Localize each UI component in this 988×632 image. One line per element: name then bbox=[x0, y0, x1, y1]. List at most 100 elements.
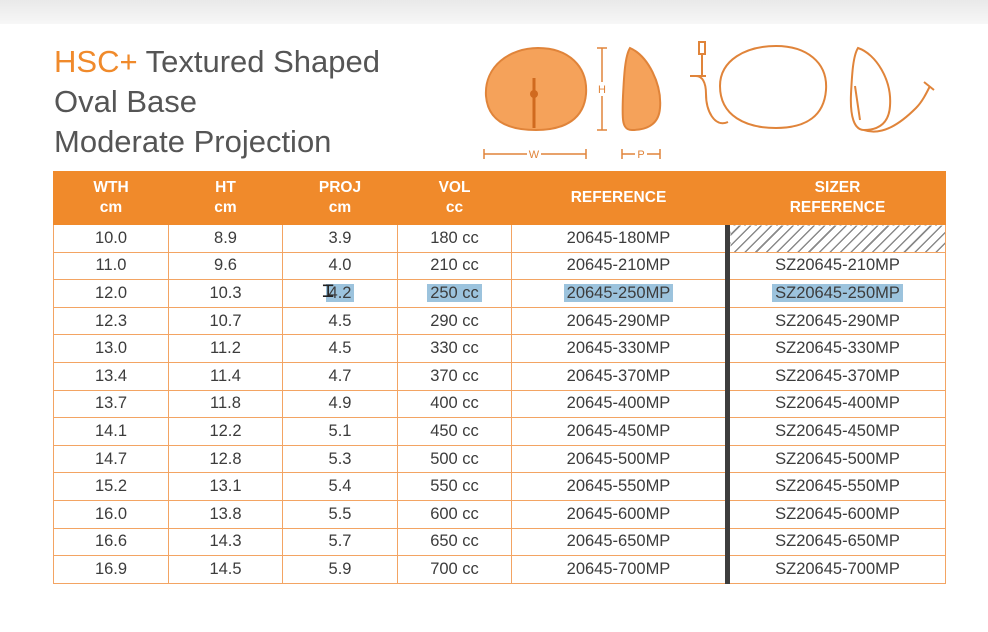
cell-projection[interactable]: 3.9 bbox=[282, 224, 398, 253]
cell-reference[interactable]: 20645-330MP bbox=[511, 334, 730, 363]
cell-projection-text: 4.0 bbox=[328, 256, 352, 275]
cell-reference-text: 20645-400MP bbox=[566, 394, 671, 413]
cell-reference[interactable]: 20645-290MP bbox=[511, 306, 730, 336]
cell-height[interactable]: 11.4 bbox=[168, 361, 283, 391]
table-row: 13.4 11.4 4.7 370 cc 20645-370MP SZ20645-370M… bbox=[53, 361, 946, 391]
cell-volume[interactable]: 500 cc bbox=[397, 444, 512, 474]
cell-sizer-reference[interactable]: SZ20645-290MP bbox=[727, 306, 946, 336]
cell-volume[interactable]: 370 cc bbox=[397, 361, 512, 391]
cell-reference[interactable]: 20645-250MP bbox=[511, 279, 730, 308]
table-row: 15.2 13.1 5.4 550 cc 20645-550MP SZ20645-550M… bbox=[53, 472, 946, 501]
cell-width-text: 16.0 bbox=[94, 504, 128, 523]
cell-sizer-reference[interactable]: SZ20645-450MP bbox=[727, 417, 946, 446]
cell-height[interactable]: 8.9 bbox=[168, 224, 283, 253]
cell-projection[interactable]: 5.3 bbox=[282, 444, 398, 474]
cell-height[interactable]: 12.2 bbox=[168, 417, 283, 446]
cell-width[interactable]: 16.6 bbox=[53, 527, 169, 557]
cell-volume[interactable]: 250 cc bbox=[397, 279, 512, 308]
cell-projection[interactable]: 4.7 bbox=[282, 361, 398, 391]
cell-projection[interactable]: 4.0 bbox=[282, 251, 398, 281]
cell-height[interactable]: 9.6 bbox=[168, 251, 283, 281]
cell-projection[interactable]: 5.1 bbox=[282, 417, 398, 446]
cell-height[interactable]: 13.8 bbox=[168, 499, 283, 529]
cell-height-text: 14.3 bbox=[209, 532, 242, 551]
cell-volume[interactable]: 700 cc bbox=[397, 555, 512, 584]
cell-projection[interactable]: 5.4 bbox=[282, 472, 398, 501]
cell-width-text: 12.0 bbox=[94, 283, 128, 302]
cell-volume[interactable]: 450 cc bbox=[397, 417, 512, 446]
cell-sizer-reference-text: SZ20645-330MP bbox=[775, 339, 900, 358]
cell-sizer-reference[interactable]: SZ20645-700MP bbox=[727, 555, 946, 584]
cell-width-text: 13.0 bbox=[94, 339, 128, 358]
cell-reference[interactable]: 20645-180MP bbox=[511, 224, 730, 253]
cell-reference[interactable]: 20645-450MP bbox=[511, 417, 730, 446]
cell-width[interactable]: 13.0 bbox=[53, 334, 169, 363]
implant-side-view-icon bbox=[621, 46, 662, 132]
cell-projection[interactable]: 4.5 bbox=[282, 334, 398, 363]
cell-sizer-reference[interactable]: SZ20645-500MP bbox=[727, 444, 946, 474]
cell-height-text: 13.8 bbox=[209, 504, 242, 523]
cell-sizer-reference[interactable]: SZ20645-400MP bbox=[727, 389, 946, 419]
cell-sizer-reference[interactable]: SZ20645-370MP bbox=[727, 361, 946, 391]
cell-sizer-reference[interactable] bbox=[727, 224, 946, 253]
cell-volume[interactable]: 180 cc bbox=[397, 224, 512, 253]
cell-reference[interactable]: 20645-400MP bbox=[511, 389, 730, 419]
cell-width[interactable]: 13.7 bbox=[53, 389, 169, 419]
cell-volume-text: 370 cc bbox=[430, 366, 479, 385]
cell-volume[interactable]: 400 cc bbox=[397, 389, 512, 419]
cell-width[interactable]: 14.7 bbox=[53, 444, 169, 474]
cell-height-text: 12.2 bbox=[209, 421, 242, 440]
cell-reference[interactable]: 20645-370MP bbox=[511, 361, 730, 391]
cell-volume-text: 550 cc bbox=[430, 477, 479, 496]
cell-width[interactable]: 16.9 bbox=[53, 555, 169, 584]
cell-sizer-reference[interactable]: SZ20645-330MP bbox=[727, 334, 946, 363]
cell-height[interactable]: 14.5 bbox=[168, 555, 283, 584]
cell-reference[interactable]: 20645-210MP bbox=[511, 251, 730, 281]
cell-projection[interactable]: 5.9 bbox=[282, 555, 398, 584]
cell-volume[interactable]: 290 cc bbox=[397, 306, 512, 336]
cell-sizer-reference[interactable]: SZ20645-210MP bbox=[727, 251, 946, 281]
cell-reference[interactable]: 20645-650MP bbox=[511, 527, 730, 557]
cell-projection[interactable]: 4.5 bbox=[282, 306, 398, 336]
cell-sizer-reference[interactable]: SZ20645-550MP bbox=[727, 472, 946, 501]
cell-projection[interactable]: 4.2 bbox=[282, 279, 398, 308]
cell-volume[interactable]: 210 cc bbox=[397, 251, 512, 281]
cell-height[interactable]: 11.8 bbox=[168, 389, 283, 419]
cell-sizer-reference[interactable]: SZ20645-600MP bbox=[727, 499, 946, 529]
cell-reference[interactable]: 20645-550MP bbox=[511, 472, 730, 501]
cell-width[interactable]: 14.1 bbox=[53, 417, 169, 446]
cell-reference[interactable]: 20645-500MP bbox=[511, 444, 730, 474]
cell-width[interactable]: 11.0 bbox=[53, 251, 169, 281]
cell-reference[interactable]: 20645-700MP bbox=[511, 555, 730, 584]
cell-width-text: 16.6 bbox=[94, 532, 128, 551]
cell-width[interactable]: 12.3 bbox=[53, 306, 169, 336]
cell-volume[interactable]: 330 cc bbox=[397, 334, 512, 363]
table-row: 13.0 11.2 4.5 330 cc 20645-330MP SZ20645-330M… bbox=[53, 334, 946, 363]
cell-reference[interactable]: 20645-600MP bbox=[511, 499, 730, 529]
cell-reference-text: 20645-290MP bbox=[566, 311, 671, 330]
cell-height[interactable]: 13.1 bbox=[168, 472, 283, 501]
cell-width[interactable]: 10.0 bbox=[53, 224, 169, 253]
cell-height[interactable]: 14.3 bbox=[168, 527, 283, 557]
cell-volume[interactable]: 600 cc bbox=[397, 499, 512, 529]
cell-projection[interactable]: 5.5 bbox=[282, 499, 398, 529]
cell-height[interactable]: 11.2 bbox=[168, 334, 283, 363]
cell-sizer-reference-text: SZ20645-500MP bbox=[775, 449, 900, 468]
cell-height[interactable]: 10.3 bbox=[168, 279, 283, 308]
cell-volume[interactable]: 650 cc bbox=[397, 527, 512, 557]
cell-width[interactable]: 12.0 bbox=[53, 279, 169, 308]
table-row: 10.0 8.9 3.9 180 cc 20645-180MP bbox=[53, 224, 946, 253]
cell-sizer-reference[interactable]: SZ20645-650MP bbox=[727, 527, 946, 557]
table-row: 16.6 14.3 5.7 650 cc 20645-650MP SZ20645-650M… bbox=[53, 527, 946, 557]
cell-height[interactable]: 10.7 bbox=[168, 306, 283, 336]
cell-sizer-reference[interactable]: SZ20645-250MP bbox=[727, 279, 946, 308]
cell-height[interactable]: 12.8 bbox=[168, 444, 283, 474]
cell-width[interactable]: 13.4 bbox=[53, 361, 169, 391]
cell-width[interactable]: 15.2 bbox=[53, 472, 169, 501]
cell-projection[interactable]: 5.7 bbox=[282, 527, 398, 557]
cell-width[interactable]: 16.0 bbox=[53, 499, 169, 529]
cell-projection-text: 5.9 bbox=[328, 559, 352, 578]
cell-projection[interactable]: 4.9 bbox=[282, 389, 398, 419]
cell-volume[interactable]: 550 cc bbox=[397, 472, 512, 501]
cell-width-text: 16.9 bbox=[94, 559, 128, 578]
